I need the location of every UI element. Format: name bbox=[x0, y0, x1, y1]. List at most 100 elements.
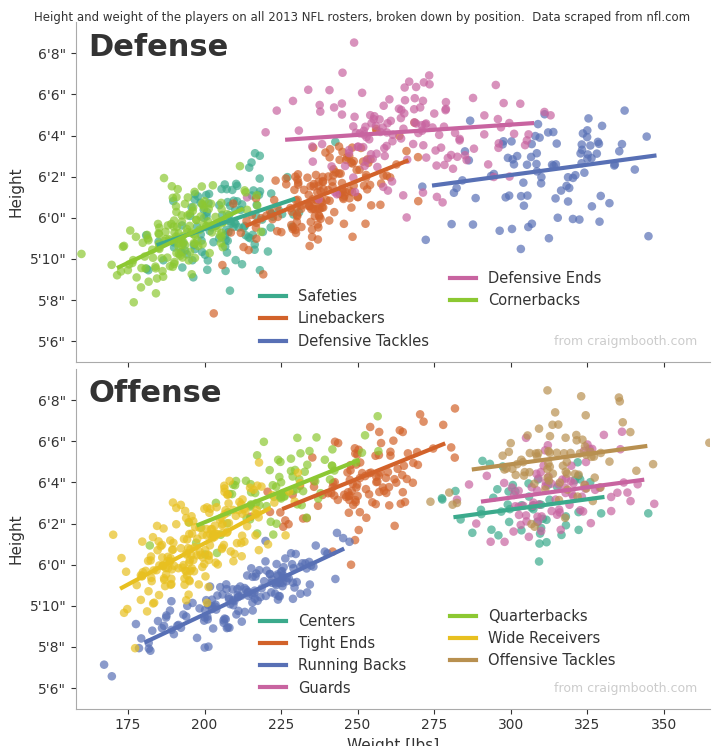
Point bbox=[569, 474, 581, 486]
Point bbox=[312, 203, 324, 215]
Point bbox=[189, 541, 201, 553]
Point bbox=[560, 510, 572, 522]
Point bbox=[558, 448, 570, 460]
Point bbox=[241, 520, 253, 532]
Point bbox=[529, 521, 540, 533]
Point bbox=[365, 154, 376, 166]
Point bbox=[183, 589, 195, 601]
Point bbox=[187, 254, 198, 266]
Point bbox=[315, 487, 327, 499]
Point bbox=[199, 249, 211, 261]
Point bbox=[136, 571, 148, 583]
Point bbox=[234, 496, 245, 508]
Point bbox=[542, 471, 553, 483]
Point bbox=[177, 246, 188, 258]
Point bbox=[182, 516, 194, 528]
Point bbox=[287, 485, 299, 497]
Point bbox=[360, 121, 371, 133]
Point bbox=[153, 238, 165, 250]
Point bbox=[150, 263, 161, 275]
Point bbox=[202, 613, 214, 625]
Point bbox=[246, 209, 258, 221]
Point bbox=[499, 536, 510, 548]
Point bbox=[262, 539, 274, 551]
Point bbox=[348, 155, 360, 167]
Point bbox=[223, 593, 235, 605]
Point bbox=[188, 228, 199, 240]
Point bbox=[384, 93, 395, 105]
Point bbox=[270, 175, 282, 186]
Point bbox=[398, 107, 410, 119]
Point bbox=[224, 598, 236, 610]
Point bbox=[353, 141, 364, 153]
Point bbox=[279, 515, 291, 527]
Point bbox=[515, 98, 526, 110]
Point bbox=[594, 481, 606, 493]
Point bbox=[254, 186, 266, 198]
Point bbox=[342, 486, 354, 498]
Point bbox=[403, 75, 415, 87]
Point bbox=[536, 510, 547, 522]
Point bbox=[354, 457, 366, 468]
Point bbox=[156, 539, 168, 551]
Point bbox=[331, 527, 342, 539]
Point bbox=[379, 142, 390, 154]
Point bbox=[301, 459, 313, 471]
Point bbox=[567, 172, 578, 184]
Point bbox=[572, 457, 584, 468]
Point bbox=[313, 222, 324, 233]
Point bbox=[399, 94, 411, 106]
Point bbox=[287, 577, 299, 589]
Point bbox=[431, 160, 442, 172]
Point bbox=[188, 239, 200, 251]
Point bbox=[153, 536, 164, 548]
Point bbox=[459, 145, 471, 157]
Point bbox=[515, 243, 526, 255]
Point bbox=[407, 477, 418, 489]
Point bbox=[347, 142, 358, 154]
Point bbox=[240, 475, 252, 487]
Point bbox=[399, 496, 411, 508]
Point bbox=[501, 463, 513, 474]
Point bbox=[266, 577, 277, 589]
Point bbox=[264, 506, 276, 518]
Point bbox=[214, 199, 225, 211]
Point bbox=[195, 228, 206, 240]
Point bbox=[180, 565, 191, 577]
Point bbox=[642, 507, 654, 519]
Point bbox=[573, 470, 584, 482]
Point bbox=[316, 201, 328, 213]
Point bbox=[143, 264, 154, 276]
Point bbox=[287, 223, 298, 235]
Point bbox=[507, 479, 518, 491]
Point bbox=[211, 528, 223, 540]
Point bbox=[235, 580, 246, 592]
Point bbox=[164, 233, 175, 245]
Point bbox=[221, 583, 232, 595]
Point bbox=[153, 242, 164, 254]
Point bbox=[579, 483, 591, 495]
Point bbox=[145, 554, 156, 566]
Point bbox=[233, 222, 245, 233]
Point bbox=[588, 451, 599, 463]
Point bbox=[201, 220, 212, 232]
Point bbox=[255, 591, 266, 603]
Point bbox=[136, 536, 148, 548]
Point bbox=[243, 162, 255, 174]
Point bbox=[575, 504, 586, 516]
Point bbox=[241, 215, 253, 227]
Point bbox=[236, 551, 248, 562]
Point bbox=[251, 527, 263, 539]
Point bbox=[364, 421, 376, 433]
Point bbox=[467, 219, 479, 231]
Point bbox=[329, 489, 340, 501]
Point bbox=[397, 123, 409, 135]
Point bbox=[279, 491, 290, 503]
Point bbox=[504, 503, 515, 515]
Point bbox=[279, 530, 291, 542]
Y-axis label: Height: Height bbox=[9, 167, 24, 217]
Point bbox=[272, 570, 283, 582]
Point bbox=[333, 140, 345, 152]
Point bbox=[230, 204, 241, 216]
Point bbox=[220, 265, 232, 277]
